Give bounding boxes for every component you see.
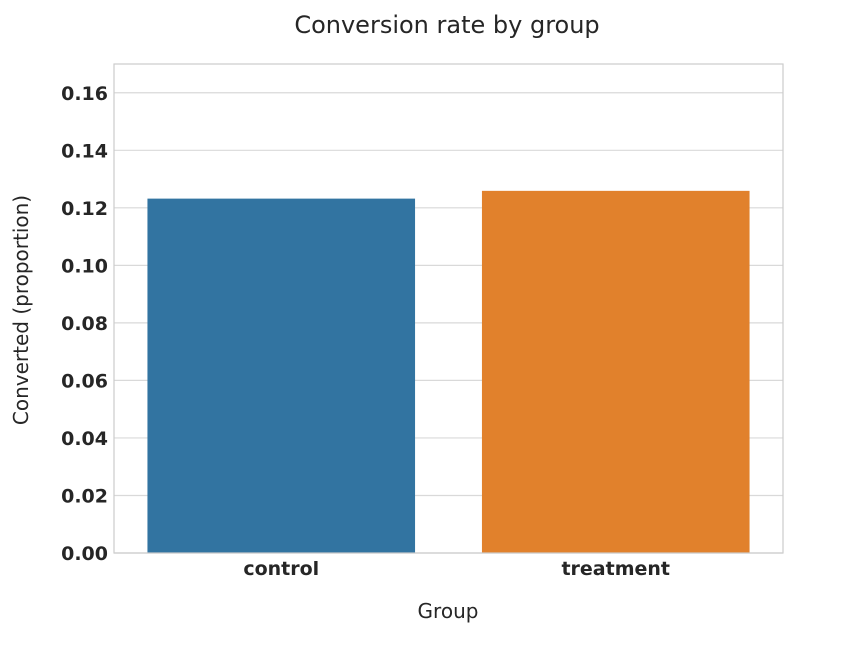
chart-title: Conversion rate by group: [294, 11, 599, 39]
y-tick-label: 0.12: [61, 198, 108, 220]
x-axis-label: Group: [418, 599, 479, 623]
bar-treatment: [481, 190, 750, 553]
y-tick-labels: 0.00 0.02 0.04 0.06 0.08 0.10 0.12 0.14 0.16: [61, 83, 108, 565]
y-tick-label: 0.10: [61, 255, 108, 277]
x-tick-label-treatment: treatment: [561, 558, 670, 580]
x-tick-label-control: control: [243, 558, 319, 580]
plot-frame: [113, 63, 784, 554]
y-axis-label: Converted (proportion): [9, 195, 33, 425]
y-tick-label: 0.14: [61, 140, 108, 162]
y-tick-label: 0.00: [61, 543, 108, 565]
y-tick-label: 0.04: [61, 428, 108, 450]
bar-control: [147, 198, 416, 553]
y-tick-label: 0.06: [61, 370, 108, 392]
x-tick-labels: control treatment: [243, 558, 670, 580]
bars: [147, 190, 750, 553]
y-tick-label: 0.02: [61, 485, 108, 507]
y-tick-label: 0.16: [61, 83, 108, 105]
y-tick-label: 0.08: [61, 313, 108, 335]
